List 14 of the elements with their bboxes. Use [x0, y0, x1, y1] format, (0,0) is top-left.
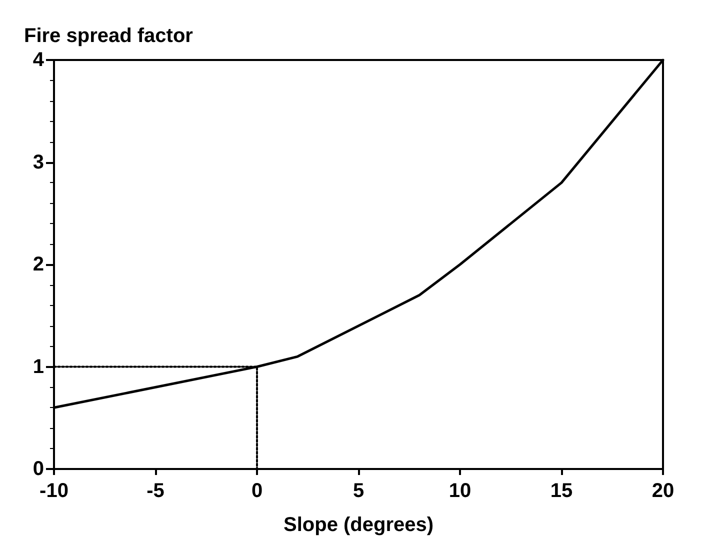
x-tick-label: 15 [550, 480, 573, 502]
y-tick-label: 3 [32, 151, 44, 174]
y-tick-label: 4 [32, 49, 45, 71]
y-tick-label: 2 [32, 254, 44, 276]
x-tick-label: 10 [448, 480, 472, 502]
y-tick-label: 1 [32, 356, 44, 378]
y-axis-title: Fire spread factor [24, 25, 194, 47]
y-tick-label: 0 [32, 458, 44, 480]
x-tick-label: -10 [40, 480, 68, 502]
x-tick-label: -5 [146, 480, 164, 502]
x-tick-label: 20 [652, 480, 674, 502]
x-axis-title: Slope (degrees) [283, 514, 434, 536]
x-tick-label: 0 [251, 480, 263, 502]
x-tick-label: 5 [352, 480, 364, 502]
